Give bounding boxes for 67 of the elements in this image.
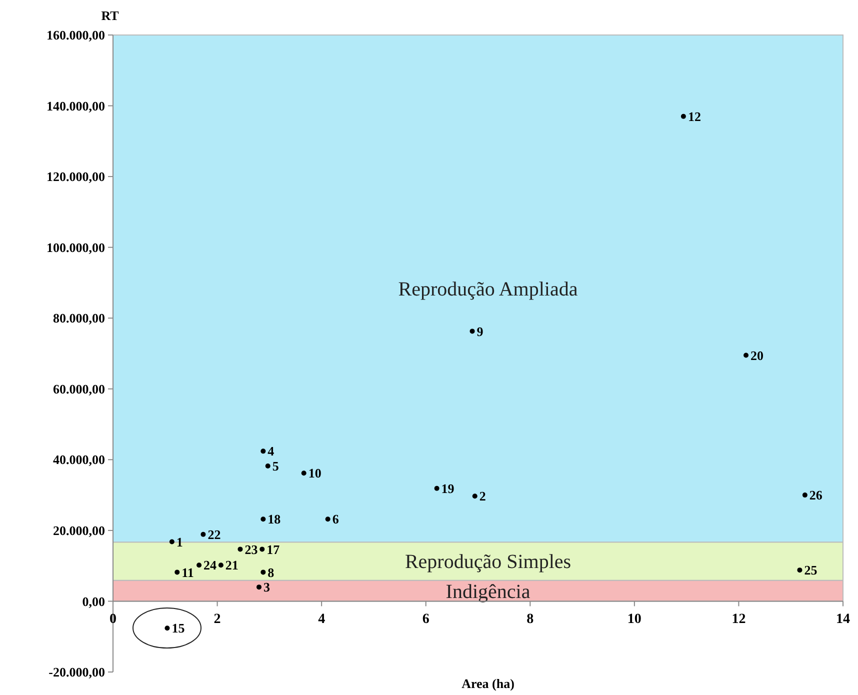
series-label: 3 [264,580,270,595]
point [260,546,265,552]
series-label: 17 [266,542,280,557]
series-label: 25 [804,562,818,578]
x-tick-label: 14 [836,612,850,628]
series-label: 21 [225,558,238,573]
series-label: 9 [476,324,484,339]
series-label: 12 [688,108,701,124]
y-tick-label: -20.000,00 [48,664,105,680]
series-label: 18 [268,512,282,527]
series-label: 1 [176,534,183,550]
x-tick-label: 2 [214,612,221,628]
x-tick-label: 8 [526,612,534,628]
y-tick-label: 140.000,00 [46,98,105,114]
point [174,570,180,575]
y-tick-label: 40.000,00 [53,452,105,468]
point [260,570,266,575]
x-tick-label: 10 [627,612,642,628]
y-axis-title: RT [101,8,120,23]
point [680,114,686,119]
point [256,584,262,590]
y-tick-label: 0,00 [82,594,105,609]
series-label: 15 [172,620,186,636]
band-label: Indigência [446,580,530,603]
band-label: Reprodução Simples [404,551,572,574]
point [325,516,330,522]
series-label: 5 [272,458,280,474]
y-tick-label: 60.000,00 [53,381,105,396]
series-label: 4 [268,444,275,459]
point [265,464,270,469]
series-label: 11 [182,564,194,580]
point [797,568,802,573]
point [200,532,206,537]
y-tick-label: 20.000,00 [53,522,105,538]
band-label: Reprodução Ampliada [398,278,578,301]
x-tick-label: 4 [318,612,326,628]
point [802,492,808,498]
point [218,562,224,568]
point [260,448,266,454]
y-tick-label: 100.000,00 [46,240,105,255]
point [164,626,170,631]
x-tick-label: 6 [422,612,430,628]
x-tick-label: 0 [110,612,116,628]
point [169,539,174,544]
series-label: 10 [308,466,322,481]
series-label: 19 [441,480,455,496]
series-label: 2 [479,488,486,504]
point [472,494,478,499]
point [301,470,306,476]
y-tick-label: 120.000,00 [46,169,105,184]
x-tick-label: 12 [732,612,746,628]
point [260,516,266,522]
point [434,486,440,491]
y-tick-label: 160.000,00 [46,28,105,43]
y-tick-label: 80.000,00 [53,310,105,326]
point [470,328,475,334]
series-label: 22 [208,526,221,542]
series-label: 6 [332,512,340,527]
series-label: 20 [750,348,764,363]
point [238,546,243,552]
point [744,352,749,358]
series-label: 26 [809,488,823,503]
series-label: 8 [268,564,275,580]
series-label: 24 [204,558,218,573]
point [196,562,202,568]
x-axis-title: Area (ha) [462,676,514,691]
series-label: 23 [244,542,258,557]
